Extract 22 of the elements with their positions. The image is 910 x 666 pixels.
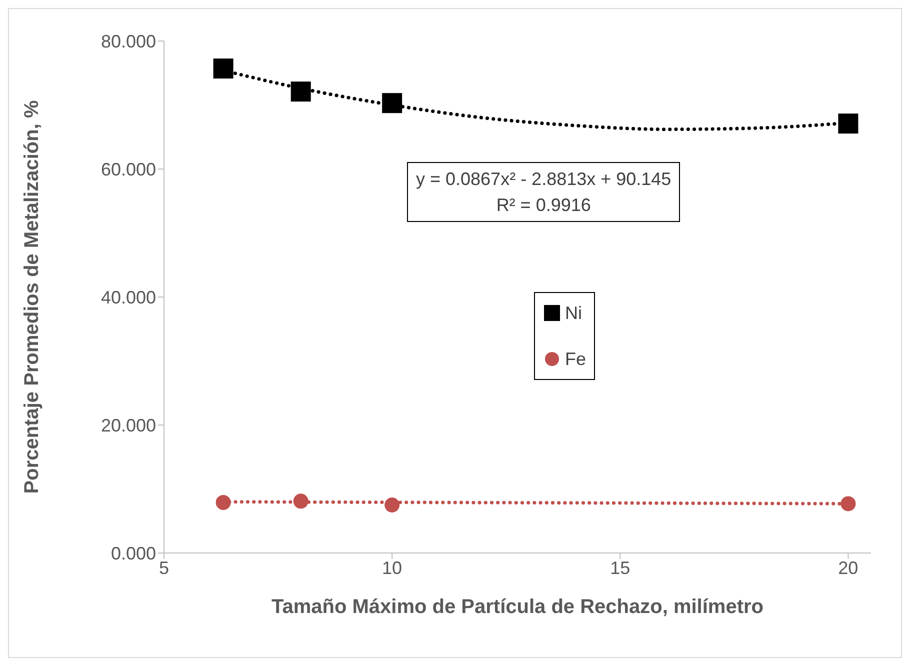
point [838,114,858,134]
y-tick-label: 80.000 [100,31,156,52]
y-tick-label: 0.000 [110,543,156,564]
point [213,58,234,79]
x-axis-title: Tamaño Máximo de Partícula de Rechazo, milímetro [272,596,764,618]
point [840,496,856,512]
point [382,93,402,114]
x-tick-label: 10 [382,558,402,578]
x-tick-label: 5 [158,558,170,578]
point [216,494,231,510]
y-tick-label: 60.000 [100,159,156,180]
y-axis-title: Porcentaje Promedios de Metalización, % [21,100,44,494]
point [293,494,308,509]
y-tick-label: 20.000 [100,415,156,436]
x-tick-label: 15 [610,558,630,578]
legend-label: Fe [565,348,586,370]
point [290,82,311,102]
y-tick-label: 40.000 [100,287,156,308]
x-tick-label: 20 [838,558,858,578]
annotation: y = 0.0867x² - 2.8813x + 90.145 R² = 0.9916 [407,162,680,222]
point [384,498,400,512]
legend-label: Ni [565,302,582,324]
